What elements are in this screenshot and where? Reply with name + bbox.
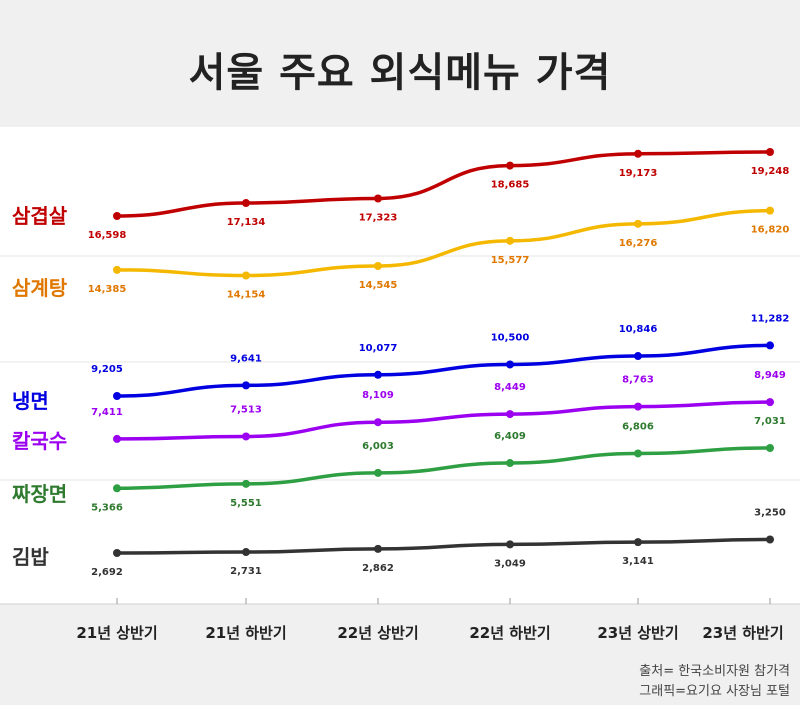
data-label: 7,513 xyxy=(230,404,262,415)
data-point xyxy=(113,549,121,557)
data-point xyxy=(374,194,382,203)
data-point xyxy=(506,161,514,170)
data-label: 16,598 xyxy=(88,230,127,241)
chart-area xyxy=(0,127,800,604)
series-line-5 xyxy=(115,537,772,555)
data-label: 6,806 xyxy=(622,421,654,432)
data-point xyxy=(374,544,382,553)
data-point xyxy=(766,398,774,407)
data-label: 2,731 xyxy=(230,566,262,577)
data-label: 7,031 xyxy=(754,416,786,427)
series-label-kalguksu: 칼국수 xyxy=(12,429,68,453)
data-point xyxy=(242,548,250,557)
data-point xyxy=(113,265,121,274)
data-label: 19,248 xyxy=(751,166,790,177)
data-label: 10,500 xyxy=(491,332,530,343)
data-point xyxy=(242,479,250,488)
data-point xyxy=(374,370,382,379)
data-label: 14,545 xyxy=(359,280,398,291)
data-label: 6,409 xyxy=(494,431,526,442)
data-label: 11,282 xyxy=(751,313,790,324)
data-point xyxy=(634,402,642,411)
data-point xyxy=(374,418,382,427)
data-label: 16,276 xyxy=(619,238,658,249)
data-label: 9,641 xyxy=(230,353,262,364)
series-label-pork-belly: 삼겹살 xyxy=(12,204,68,228)
data-point xyxy=(374,468,382,477)
data-point xyxy=(113,212,121,220)
data-point xyxy=(634,449,642,458)
data-point xyxy=(506,459,514,468)
series-label-samgyetang: 삼계탕 xyxy=(12,276,68,300)
series-line-1 xyxy=(115,208,772,278)
data-label: 17,134 xyxy=(227,217,266,228)
source-credit: 출처= 한국소비자원 참가격 xyxy=(639,664,790,679)
data-point xyxy=(242,271,250,280)
data-point xyxy=(766,148,774,156)
data-label: 3,250 xyxy=(754,507,786,518)
series-line-0 xyxy=(115,150,772,218)
data-point xyxy=(634,352,642,361)
chart-title: 서울 주요 외식메뉴 가격 xyxy=(188,50,612,96)
title-banner xyxy=(0,0,800,127)
series-label-jjajangmyeon: 짜장면 xyxy=(12,482,68,506)
data-point xyxy=(766,206,774,215)
data-label: 8,109 xyxy=(362,390,394,401)
data-label: 8,449 xyxy=(494,382,526,393)
data-label: 3,141 xyxy=(622,556,654,567)
data-label: 14,154 xyxy=(227,290,266,301)
data-label: 5,366 xyxy=(91,502,123,513)
x-tick-label: 23년 상반기 xyxy=(597,624,679,642)
data-label: 16,820 xyxy=(751,225,790,236)
footer-band xyxy=(0,604,800,705)
data-label: 5,551 xyxy=(230,498,262,509)
data-label: 15,577 xyxy=(491,255,530,266)
data-point xyxy=(506,236,514,245)
data-label: 14,385 xyxy=(88,284,127,295)
graphic-credit: 그래픽=요기요 사장님 포털 xyxy=(639,684,790,699)
x-tick-label: 21년 상반기 xyxy=(76,624,158,642)
data-label: 2,692 xyxy=(91,567,123,578)
data-label: 10,846 xyxy=(619,324,658,335)
data-label: 6,003 xyxy=(362,441,394,452)
data-point xyxy=(506,540,514,549)
data-point xyxy=(634,219,642,228)
data-point xyxy=(766,535,774,544)
data-point xyxy=(766,444,774,452)
data-label: 7,411 xyxy=(91,407,123,418)
data-label: 17,323 xyxy=(359,212,398,223)
data-point xyxy=(766,341,774,350)
x-tick-label: 21년 하반기 xyxy=(205,624,287,642)
data-point xyxy=(634,149,642,158)
data-label: 10,077 xyxy=(359,343,398,354)
data-label: 18,685 xyxy=(491,180,530,191)
data-point xyxy=(242,199,250,208)
data-point xyxy=(113,434,121,443)
data-label: 19,173 xyxy=(619,168,658,179)
series-label-naengmyeon: 냉면 xyxy=(12,389,49,413)
x-tick-label: 22년 상반기 xyxy=(337,624,419,642)
x-tick-label: 23년 하반기 xyxy=(702,624,784,642)
data-label: 9,205 xyxy=(91,364,123,375)
data-label: 3,049 xyxy=(494,558,526,569)
series-line-2 xyxy=(115,343,772,398)
data-point xyxy=(634,538,642,547)
data-label: 2,862 xyxy=(362,563,394,574)
series-label-gimbap: 김밥 xyxy=(12,545,49,569)
data-point xyxy=(113,484,121,493)
data-label: 8,763 xyxy=(622,375,654,386)
x-tick-label: 22년 하반기 xyxy=(469,624,551,642)
data-point xyxy=(113,392,121,400)
data-point xyxy=(374,261,382,270)
data-point xyxy=(506,360,514,369)
data-label: 8,949 xyxy=(754,370,786,381)
data-point xyxy=(242,381,250,390)
series-line-4 xyxy=(115,446,772,491)
data-point xyxy=(506,410,514,419)
series-line-3 xyxy=(115,400,772,441)
data-point xyxy=(242,432,250,441)
